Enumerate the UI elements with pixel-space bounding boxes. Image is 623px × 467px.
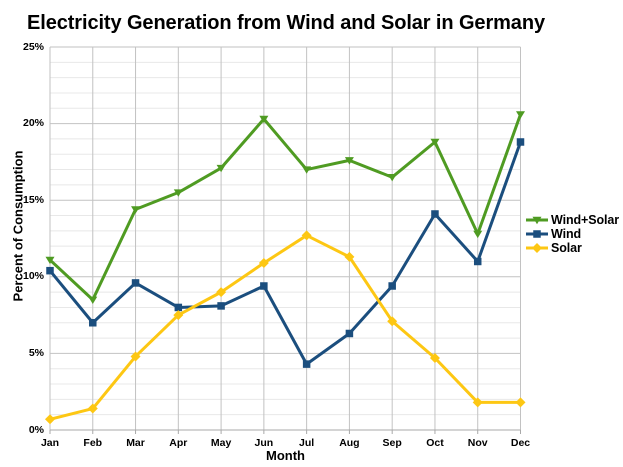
y-tick-label: 20%: [22, 117, 44, 130]
legend-label-wind-solar: Wind+Solar: [551, 213, 619, 228]
x-tick-label: Aug: [339, 437, 360, 449]
x-tick-label: Dec: [510, 437, 531, 449]
legend-label-solar: Solar: [551, 241, 582, 256]
legend-swatch-solar: [526, 243, 548, 254]
x-tick-label: Sep: [382, 437, 402, 449]
x-tick-label: Jan: [40, 437, 60, 449]
x-tick-label: Apr: [169, 437, 188, 449]
legend-item-solar: Solar: [526, 241, 619, 255]
x-tick-label: Jul: [299, 437, 315, 449]
legend: Wind+Solar Wind Solar: [526, 213, 619, 256]
legend-label-wind: Wind: [551, 227, 582, 242]
legend-item-wind-solar: Wind+Solar: [526, 213, 619, 227]
legend-swatch-wind: [526, 230, 548, 239]
y-tick-label: 0%: [28, 423, 44, 436]
y-tick-label: 25%: [22, 40, 44, 53]
y-tick-label: 15%: [22, 193, 44, 206]
x-tick-label: Mar: [126, 437, 145, 449]
x-tick-label: Jun: [254, 437, 274, 449]
y-tick-label: 10%: [22, 270, 44, 283]
x-tick-label: Oct: [426, 437, 444, 449]
x-tick-label: Feb: [83, 437, 103, 449]
chart-title: Electricity Generation from Wind and Sol…: [27, 12, 545, 34]
x-axis-title: Month: [266, 448, 305, 463]
y-tick-label: 5%: [28, 346, 44, 359]
x-tick-label: May: [210, 437, 232, 449]
legend-item-wind: Wind: [526, 227, 619, 241]
legend-swatch-wind-solar: [526, 216, 548, 225]
x-tick-label: Nov: [467, 437, 488, 449]
